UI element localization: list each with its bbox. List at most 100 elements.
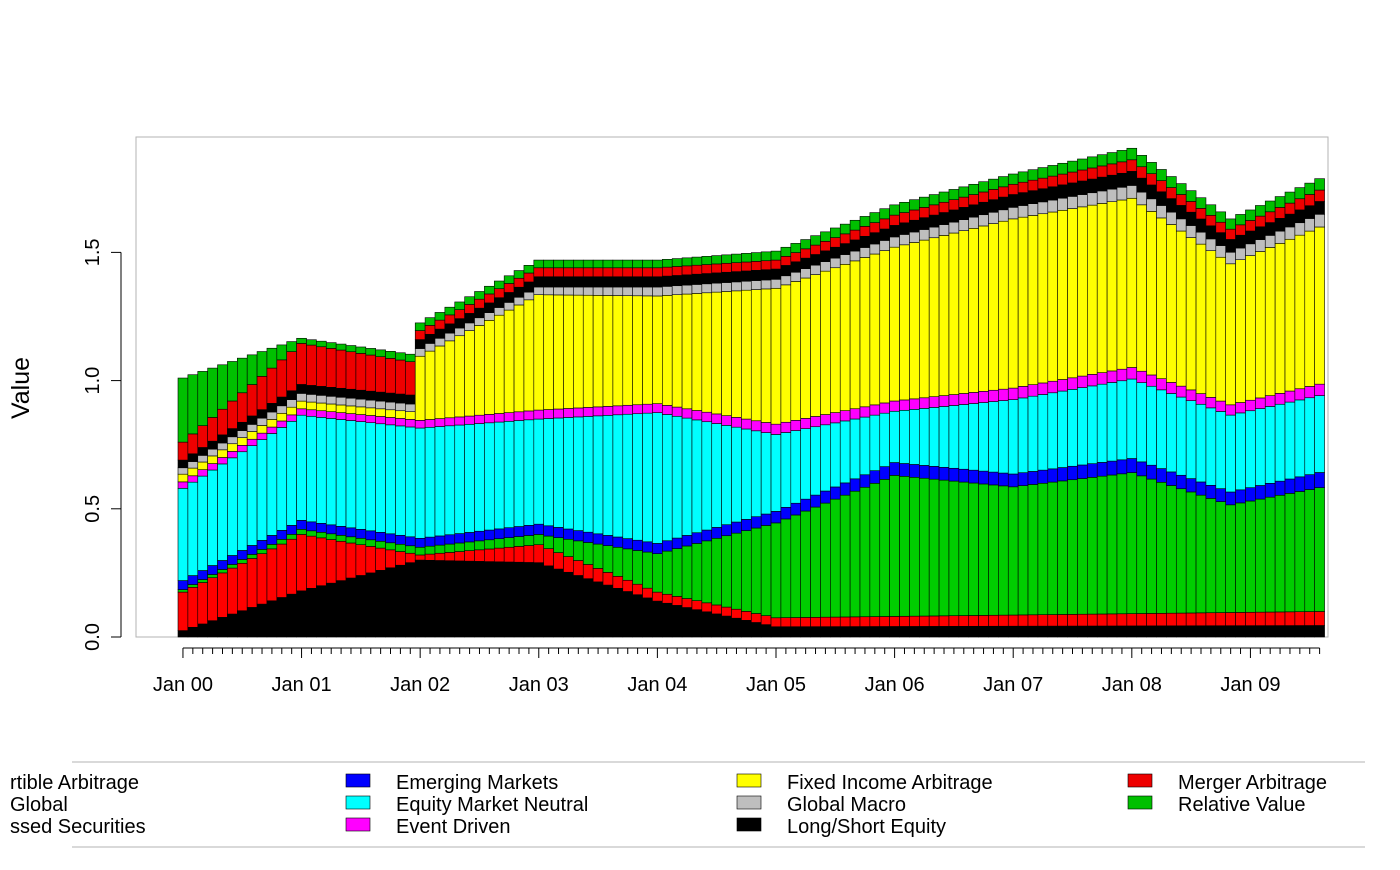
bar-segment (1175, 205, 1187, 220)
bar-segment (484, 548, 495, 562)
bar-segment (1027, 215, 1039, 385)
bar-segment (187, 626, 199, 638)
bar-segment (484, 561, 495, 638)
bar-segment (375, 416, 386, 425)
bar-segment (988, 223, 999, 391)
bar-segment (849, 408, 861, 420)
bar-segment (523, 419, 535, 526)
bar-segment (918, 229, 930, 241)
bar-segment (493, 288, 505, 298)
bar-segment (988, 625, 999, 638)
bar-segment (523, 545, 535, 563)
bar-segment (582, 578, 594, 638)
bar-segment (968, 216, 979, 229)
x-tick-label: Jan 02 (390, 674, 450, 696)
bar-segment (365, 546, 376, 574)
bar-segment (622, 579, 633, 592)
bar-segment (474, 325, 485, 416)
bar-segment (246, 558, 258, 608)
bar-segment (1067, 182, 1078, 197)
bar-segment (750, 252, 762, 262)
bar-segment (424, 334, 436, 344)
bar-segment (671, 406, 683, 417)
bar-segment (582, 564, 594, 579)
bar-segment (1245, 230, 1256, 245)
bar-segment (513, 536, 525, 547)
bar-segment (800, 248, 811, 259)
bar-segment (464, 330, 475, 417)
bar-segment (1294, 611, 1306, 626)
bar-segment (316, 585, 327, 638)
bar-segment (622, 295, 633, 406)
bar-segment (1126, 159, 1138, 172)
bar-segment (237, 437, 248, 446)
bar-segment (1225, 239, 1236, 253)
bar-segment (1225, 263, 1236, 406)
bar-segment (652, 267, 663, 278)
bar-segment (464, 304, 475, 314)
bar-segment (750, 289, 762, 422)
bar-segment (1077, 478, 1088, 615)
legend-label: Event Driven (396, 816, 511, 838)
bar-segment (1166, 485, 1177, 614)
bar-segment (365, 539, 376, 547)
bar-segment (503, 275, 515, 284)
bar-segment (879, 228, 890, 241)
bar-segment (434, 560, 446, 638)
bar-segment (434, 312, 446, 321)
bar-segment (731, 290, 742, 418)
bar-segment (405, 536, 416, 547)
bar-segment (1096, 154, 1108, 167)
bar-segment (256, 417, 268, 426)
bar-segment (909, 398, 920, 410)
bar-segment (1087, 178, 1098, 194)
bar-segment (869, 626, 881, 638)
bar-segment (978, 615, 989, 627)
bar-segment (405, 353, 416, 362)
bar-segment (1314, 487, 1325, 612)
bar-segment (998, 186, 1009, 198)
bar-segment (731, 608, 742, 619)
bar-segment (1116, 186, 1128, 201)
bar-segment (918, 477, 930, 617)
bar-segment (1126, 625, 1138, 638)
bar-segment (1047, 380, 1058, 394)
bar-segment (1077, 387, 1088, 466)
bar-segment (1195, 208, 1207, 220)
bar-segment (207, 417, 218, 442)
bar-segment (780, 246, 792, 257)
bar-segment (444, 306, 456, 316)
bar-segment (780, 421, 792, 433)
bar-segment (1007, 473, 1019, 488)
bar-segment (1255, 251, 1266, 399)
bar-segment (1264, 406, 1276, 484)
bar-segment (1077, 464, 1088, 479)
bar-segment (1007, 218, 1019, 389)
bar-segment (385, 549, 396, 569)
bar-segment (493, 561, 505, 638)
bar-segment (968, 183, 979, 195)
bar-segment (978, 391, 989, 403)
bar-segment (928, 396, 940, 408)
bar-segment (464, 415, 475, 425)
bar-segment (1185, 491, 1197, 614)
bar-segment (493, 297, 505, 308)
bar-segment (1116, 625, 1128, 638)
bar-segment (711, 527, 722, 539)
bar-segment (1205, 225, 1217, 240)
bar-segment (800, 428, 811, 500)
bar-segment (543, 286, 554, 296)
bar-segment (612, 536, 624, 548)
bar-segment (1274, 480, 1286, 496)
bar-segment (1007, 625, 1019, 638)
bar-segment (414, 348, 426, 357)
bar-segment (1255, 485, 1266, 500)
bar-segment (652, 543, 663, 554)
bar-segment (227, 400, 238, 429)
bar-segment (573, 530, 584, 542)
bar-segment (365, 415, 376, 423)
bar-segment (454, 560, 465, 638)
bar-segment (484, 312, 495, 321)
bar-segment (306, 409, 317, 417)
bar-segment (335, 580, 347, 638)
